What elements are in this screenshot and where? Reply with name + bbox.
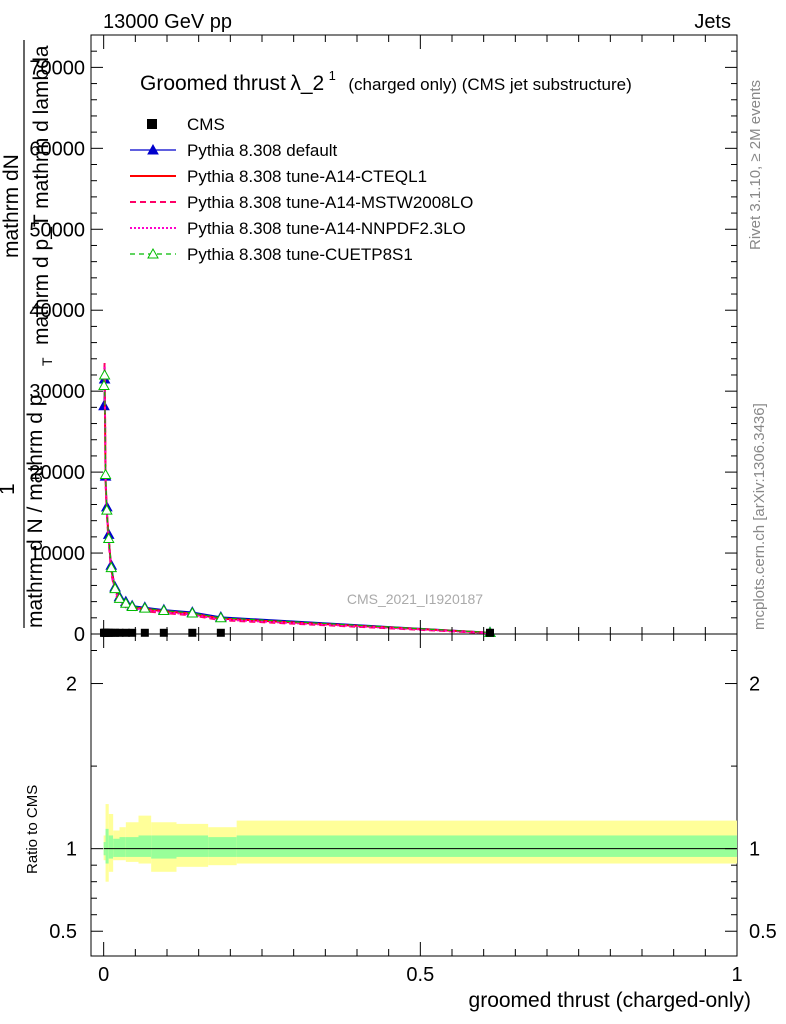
legend-marker-pythia-8-308-default — [147, 143, 159, 155]
main-ytick-label: 10000 — [29, 543, 85, 565]
ratio-uncertainty-bands — [103, 804, 737, 882]
main-ytick-label: 30000 — [29, 381, 85, 403]
series-marker-pythia-8-308-tune-cuetp8s1 — [102, 532, 115, 543]
legend-label-pythia-8-308-tune-cuetp8s1: Pythia 8.308 tune-CUETP8S1 — [187, 245, 413, 264]
data-point-cms — [111, 628, 120, 637]
ylabel-one: 1 — [0, 483, 19, 495]
ratio-inner-band — [138, 835, 152, 857]
ratio-inner-band — [105, 828, 109, 864]
ratio-ytick-label: 2 — [66, 674, 77, 696]
data-point-cms — [121, 628, 130, 637]
main-y-ticks: 0 10000 20000 30000 40000 50000 60000 70000 — [29, 50, 737, 646]
ylabel-mid: mathrm d p_T mathrm d lambda — [30, 45, 53, 345]
rivet-label: Rivet 3.1.10, ≥ 2M events — [747, 80, 764, 250]
x-ticks: 0 0.5 1 — [98, 35, 743, 986]
legend-marker-pythia-8-308-tune-cuetp8s1 — [147, 247, 159, 259]
x-axis-label: groomed thrust (charged-only) — [469, 989, 751, 1012]
xtick-label: 0 — [98, 964, 109, 986]
main-ytick-label: 0 — [74, 624, 85, 646]
legend-marker-cms — [147, 119, 157, 129]
xtick-label: 1 — [731, 964, 742, 986]
ratio-ylabel: Ratio to CMS — [24, 785, 41, 874]
ratio-y-ticks: 0.5 0.5 1 1 2 2 — [49, 650, 777, 943]
legend-label-pythia-8-308-tune-a14-cteql1: Pythia 8.308 tune-A14-CTEQL1 — [187, 167, 427, 186]
series-marker-pythia-8-308-tune-cuetp8s1 — [98, 379, 110, 390]
main-ytick-label: 20000 — [29, 462, 85, 484]
main-ytick-label: 70000 — [29, 57, 85, 79]
ylabel-subscript: T — [39, 357, 55, 366]
ratio-inner-band — [113, 838, 120, 857]
main-ytick-label: 50000 — [29, 219, 85, 241]
analysis-watermark: CMS_2021_I1920187 — [347, 591, 483, 607]
series-marker-pythia-8-308-tune-cuetp8s1 — [119, 597, 132, 608]
series-marker-pythia-8-308-tune-cuetp8s1 — [214, 611, 227, 623]
ratio-inner-band — [176, 835, 209, 857]
legend: CMS Pythia 8.308 default Pythia 8.308 tune… — [130, 115, 473, 264]
title-sup: 1 — [329, 68, 336, 83]
ylabel-bottom: mathrm d N / mathrm d p — [24, 395, 47, 628]
ratio-ytick-label-right: 0.5 — [749, 921, 777, 943]
legend-label-pythia-8-308-tune-a14-nnpdf2-3lo: Pythia 8.308 tune-A14-NNPDF2.3LO — [187, 219, 466, 238]
ratio-inner-band — [108, 835, 114, 859]
series-marker-pythia-8-308-tune-cuetp8s1 — [98, 368, 111, 380]
data-point-cms — [140, 628, 149, 637]
ratio-inner-band — [236, 835, 737, 857]
ratio-ytick-label: 0.5 — [49, 921, 77, 943]
ylabel-dN: mathrm dN — [0, 154, 23, 258]
main-series-group — [98, 362, 496, 638]
title-suffix: (charged only) (CMS jet substructure) — [348, 75, 631, 94]
data-point-cms — [128, 628, 137, 637]
series-marker-pythia-8-308-tune-cuetp8s1 — [113, 592, 126, 603]
data-point-cms — [486, 628, 494, 637]
legend-label-pythia-8-308-default: Pythia 8.308 default — [187, 141, 338, 160]
xtick-label: 0.5 — [406, 964, 434, 986]
ratio-inner-band — [125, 837, 139, 857]
main-ytick-label: 40000 — [29, 300, 85, 322]
ratio-ytick-label-right: 1 — [749, 839, 760, 861]
plot-title: Groomed thrust λ_2 1 (charged only) (CMS… — [140, 67, 632, 95]
header-left: 13000 GeV pp — [103, 11, 232, 33]
series-marker-pythia-8-308-tune-cuetp8s1 — [138, 602, 151, 613]
ratio-inner-band — [208, 837, 237, 857]
ratio-ytick-label: 1 — [66, 839, 77, 861]
series-marker-pythia-8-308-tune-cuetp8s1 — [126, 600, 139, 611]
mcplots-label: mcplots.cern.ch [arXiv:1306.3436] — [751, 403, 768, 630]
series-marker-pythia-8-308-tune-cuetp8s1 — [157, 604, 170, 616]
series-marker-pythia-8-308-tune-cuetp8s1 — [99, 468, 112, 480]
series-marker-pythia-8-308-tune-cuetp8s1 — [109, 582, 121, 594]
ratio-ytick-label-right: 2 — [749, 674, 760, 696]
title-lambda: λ_2 — [290, 72, 324, 95]
main-ytick-label: 60000 — [29, 138, 85, 160]
series-marker-pythia-8-308-tune-cuetp8s1 — [100, 504, 113, 515]
legend-label-pythia-8-308-tune-a14-mstw2008lo: Pythia 8.308 tune-A14-MSTW2008LO — [187, 193, 473, 212]
header-right: Jets — [694, 11, 731, 33]
ratio-inner-band — [151, 835, 177, 859]
ratio-plot-frame — [90, 633, 738, 957]
data-point-cms — [159, 628, 168, 637]
title-main: Groomed thrust — [140, 72, 286, 95]
series-marker-pythia-8-308-tune-cuetp8s1 — [105, 561, 118, 573]
ratio-inner-band — [119, 837, 126, 857]
legend-label-cms: CMS — [187, 115, 225, 134]
series-marker-pythia-8-308-tune-cuetp8s1 — [186, 606, 199, 618]
data-point-cms — [216, 628, 225, 637]
data-point-cms — [115, 628, 124, 637]
data-point-cms — [188, 628, 197, 637]
